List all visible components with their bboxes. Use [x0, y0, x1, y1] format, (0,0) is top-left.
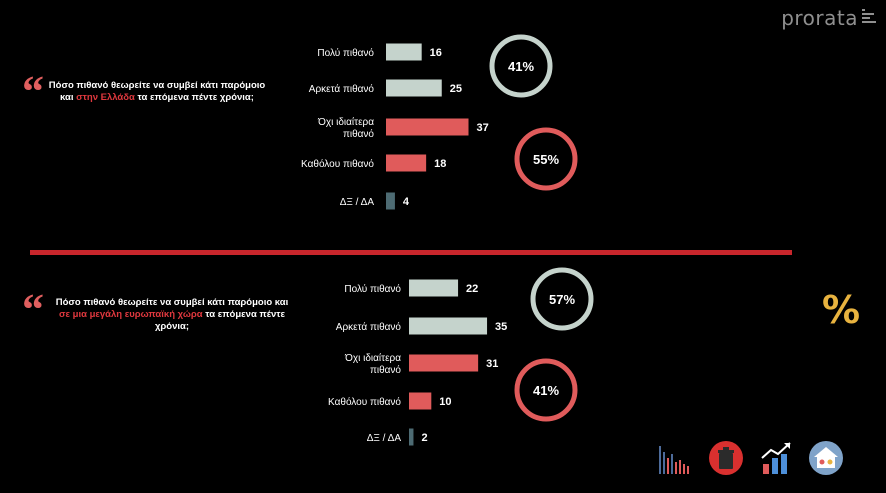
question-1-part-3: τα επόμενα πέντε χρόνια;: [134, 92, 254, 103]
bar: [409, 317, 488, 335]
question-1-part-1: Πόσο πιθανό θεωρείτε να συμβεί κάτι παρό…: [48, 80, 266, 103]
bar: [386, 118, 469, 136]
question-2-part-1: Πόσο πιθανό θεωρείτε να συμβεί κάτι παρό…: [55, 297, 289, 308]
category-label: Πολύ πιθανό: [317, 47, 374, 59]
trash-bin-icon: [709, 441, 743, 475]
bar: [386, 154, 427, 172]
bar-value-label: 22: [466, 283, 478, 295]
category-label: ΔΞ / ΔΑ: [367, 433, 402, 444]
summary-percent-label: 41%: [533, 383, 559, 398]
bar-value-label: 4: [403, 196, 410, 208]
category-label: Όχι ιδιαίτερα: [317, 116, 374, 128]
logo-bars-icon: [862, 9, 876, 25]
bar: [386, 43, 422, 61]
summary-ring: [530, 267, 594, 331]
question-text-1: Πόσο πιθανό θεωρείτε να συμβεί κάτι παρό…: [42, 80, 272, 104]
bar: [409, 392, 432, 410]
category-label: Αρκετά πιθανό: [336, 321, 402, 333]
summary-percent-label: 57%: [549, 292, 575, 307]
category-label: ΔΞ / ΔΑ: [340, 197, 375, 208]
question-1-highlight: στην Ελλάδα: [76, 92, 135, 103]
summary-ring: [514, 358, 578, 422]
bar-value-label: 2: [421, 432, 427, 444]
category-label: Καθόλου πιθανό: [328, 396, 401, 408]
bar: [409, 354, 479, 372]
growth-chart-icon: [761, 442, 791, 474]
summary-percent-label: 41%: [508, 59, 534, 74]
bar-chart-icon: [659, 446, 689, 474]
bar-value-label: 25: [450, 83, 462, 95]
bar: [409, 279, 459, 297]
prorata-logo: prorata: [781, 6, 858, 30]
bar: [409, 428, 414, 446]
bar-value-label: 31: [486, 358, 498, 370]
bar-value-label: 10: [439, 396, 451, 408]
bar-value-label: 35: [495, 321, 507, 333]
summary-ring: [489, 34, 553, 98]
category-label: Πολύ πιθανό: [344, 283, 401, 295]
question-2-part-3: τα επόμενα πέντε χρόνια;: [154, 309, 286, 332]
summary-percent-label: 55%: [533, 152, 559, 167]
logo-text: prorata: [781, 6, 858, 30]
quote-icon: “: [22, 285, 44, 334]
bar-value-label: 18: [434, 158, 446, 170]
category-label: Αρκετά πιθανό: [309, 83, 375, 95]
bar: [386, 79, 442, 97]
question-text-2: Πόσο πιθανό θεωρείτε να συμβεί κάτι παρό…: [52, 297, 292, 333]
category-label: πιθανό: [370, 364, 401, 376]
category-label: πιθανό: [343, 128, 374, 140]
quote-icon: “: [22, 67, 44, 116]
bar: [386, 192, 395, 210]
question-2-highlight: σε μια μεγάλη ευρωπαϊκή χώρα: [58, 309, 203, 320]
section-divider: [30, 250, 792, 255]
category-label: Καθόλου πιθανό: [301, 158, 374, 170]
summary-ring: [514, 127, 578, 191]
bar-value-label: 37: [477, 122, 489, 134]
house-people-icon: [809, 441, 843, 475]
category-label: Όχι ιδιαίτερα: [344, 352, 401, 364]
percent-icon: %: [822, 288, 861, 332]
bar-value-label: 16: [430, 47, 442, 59]
